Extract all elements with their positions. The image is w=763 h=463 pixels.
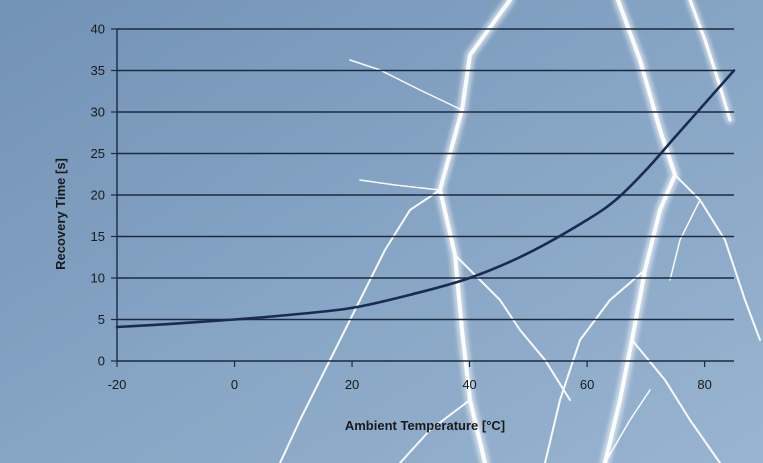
y-axis-title: Recovery Time [s] — [53, 158, 68, 270]
lightning-background — [279, 0, 761, 463]
x-axis-title: Ambient Temperature [°C] — [345, 418, 505, 433]
x-tick-labels: -20 0 20 40 60 80 — [108, 377, 712, 392]
y-tick-label-4: 20 — [91, 188, 105, 203]
x-tick-label-0: -20 — [108, 377, 127, 392]
y-tick-label-7: 35 — [91, 63, 105, 78]
y-tick-label-2: 10 — [91, 271, 105, 286]
y-tick-label-0: 0 — [98, 354, 105, 369]
series-layer — [115, 69, 736, 329]
x-tick-label-3: 40 — [462, 377, 476, 392]
x-tick-label-5: 80 — [697, 377, 711, 392]
y-tick-label-6: 30 — [91, 105, 105, 120]
series-line-0 — [115, 69, 736, 329]
x-tick-label-4: 60 — [580, 377, 594, 392]
axes — [111, 28, 734, 367]
x-tick-label-1: 0 — [231, 377, 238, 392]
grid-lines — [117, 28, 734, 321]
y-tick-label-5: 25 — [91, 146, 105, 161]
x-tick-label-2: 20 — [345, 377, 359, 392]
y-tick-label-3: 15 — [91, 229, 105, 244]
y-tick-labels: 0 5 10 15 20 25 30 35 40 — [91, 22, 105, 369]
y-tick-label-8: 40 — [91, 22, 105, 37]
y-tick-label-1: 5 — [98, 312, 105, 327]
